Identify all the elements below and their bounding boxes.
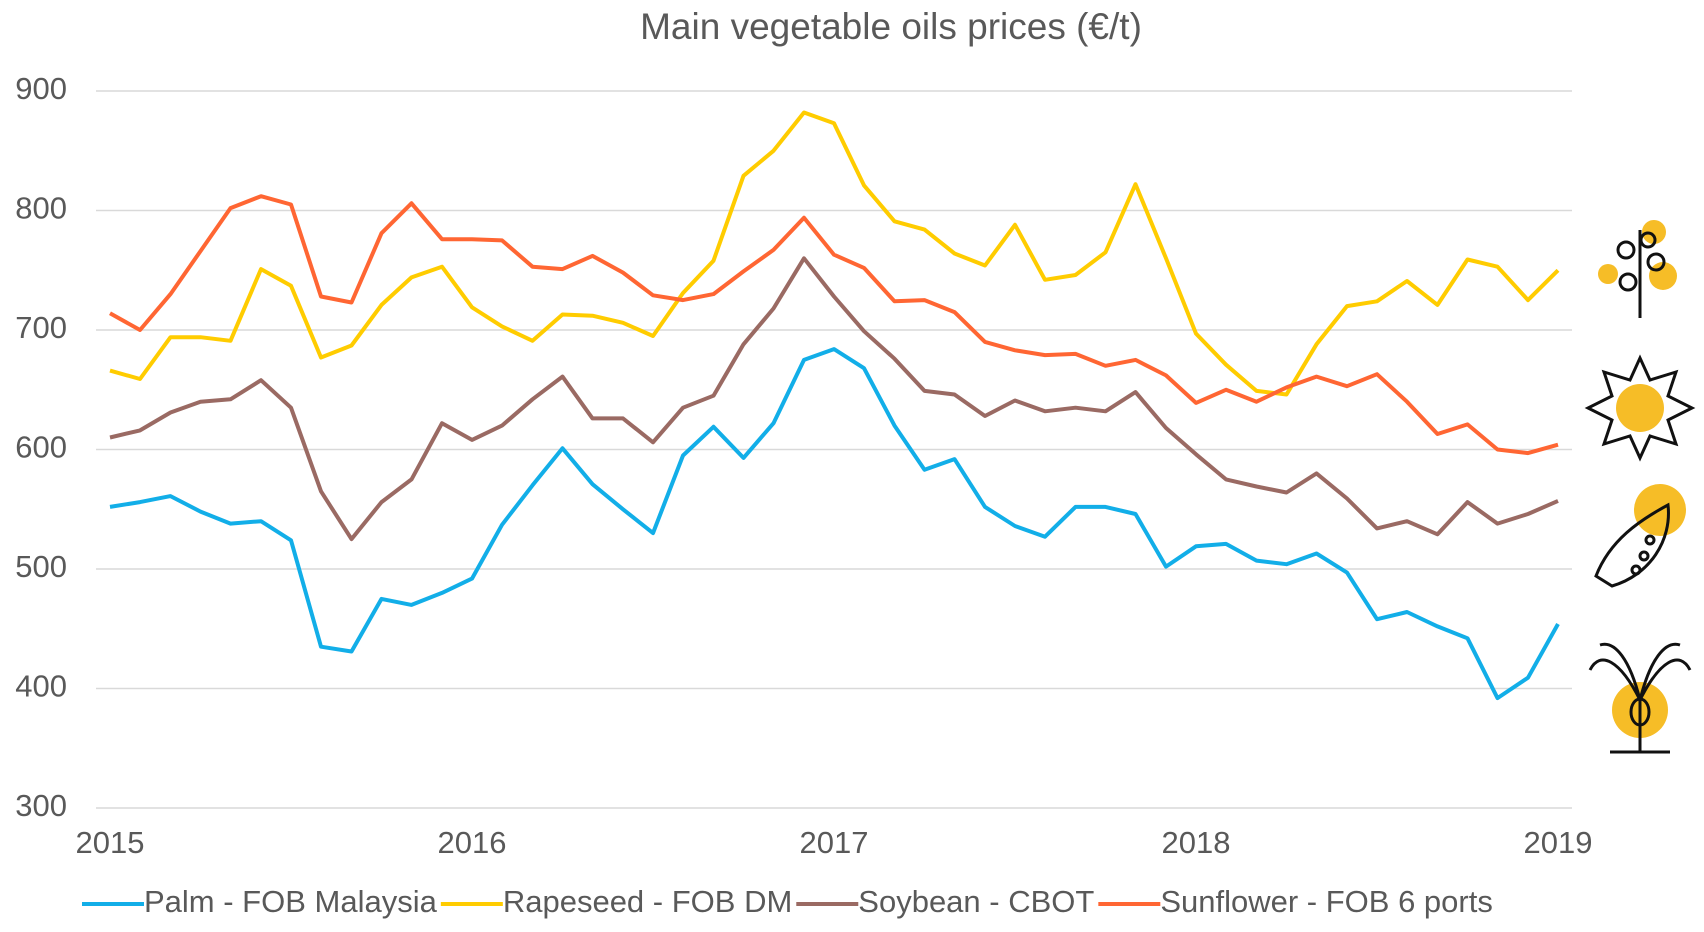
x-tick-label: 2019 — [1524, 825, 1593, 860]
crop-icons — [1584, 220, 1696, 754]
y-tick-label: 800 — [15, 191, 67, 226]
chart-title: Main vegetable oils prices (€/t) — [640, 6, 1142, 47]
legend-label: Soybean - CBOT — [858, 884, 1094, 919]
x-tick-label: 2015 — [76, 825, 145, 860]
x-tick-label: 2016 — [438, 825, 507, 860]
x-tick-label: 2018 — [1162, 825, 1231, 860]
series-line — [109, 194, 1559, 456]
y-tick-label: 400 — [15, 669, 67, 704]
legend-label: Rapeseed - FOB DM — [503, 884, 792, 919]
legend-label: Palm - FOB Malaysia — [144, 884, 438, 919]
series-line — [109, 256, 1559, 542]
series-line — [109, 347, 1560, 701]
y-tick-label: 300 — [15, 788, 67, 823]
x-tick-label: 2017 — [800, 825, 869, 860]
y-tick-label: 600 — [15, 430, 67, 465]
y-tick-label: 500 — [15, 549, 67, 584]
y-tick-label: 900 — [15, 71, 67, 106]
legend-label: Sunflower - FOB 6 ports — [1160, 884, 1493, 919]
series-line — [109, 110, 1560, 397]
y-tick-label: 700 — [15, 310, 67, 345]
